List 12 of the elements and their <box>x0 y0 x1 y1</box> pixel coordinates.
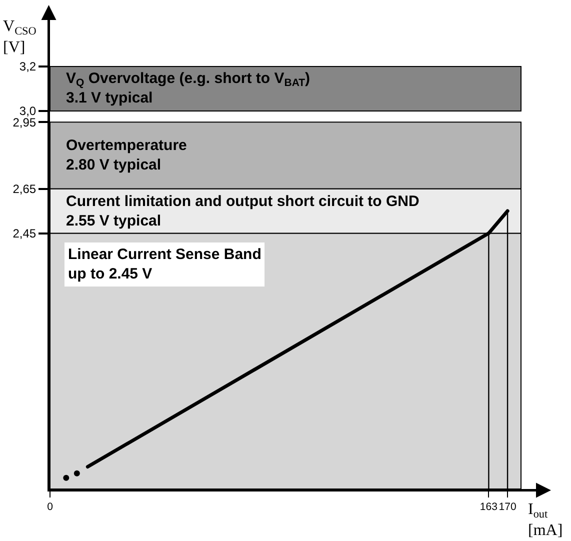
band-label: Overtemperature 2.80 V typical <box>66 137 187 174</box>
y-tick-label: 2,45 <box>12 226 36 240</box>
x-tick-label: 0 <box>47 501 54 514</box>
y-axis-title: V$_{CSO}$ [V] <box>3 18 36 56</box>
x-tick-label: 163 <box>480 501 498 514</box>
x-axis-title: I$_{out}$ [mA] <box>528 501 563 539</box>
band-label: Current limitation and output short circuit to GND 2.55 V typical <box>66 193 420 230</box>
y-tick-label: 2,65 <box>12 182 36 196</box>
x-tick-label: 170 <box>498 501 516 514</box>
text: V$_{Q}$ Overvoltage (e.g. short to V$_{BAT}$) 3.1 V typical <box>66 70 310 106</box>
y-tick-label: 3,2 <box>19 60 36 74</box>
band-label: Linear Current Sense Band up to 2.45 V <box>68 246 262 282</box>
